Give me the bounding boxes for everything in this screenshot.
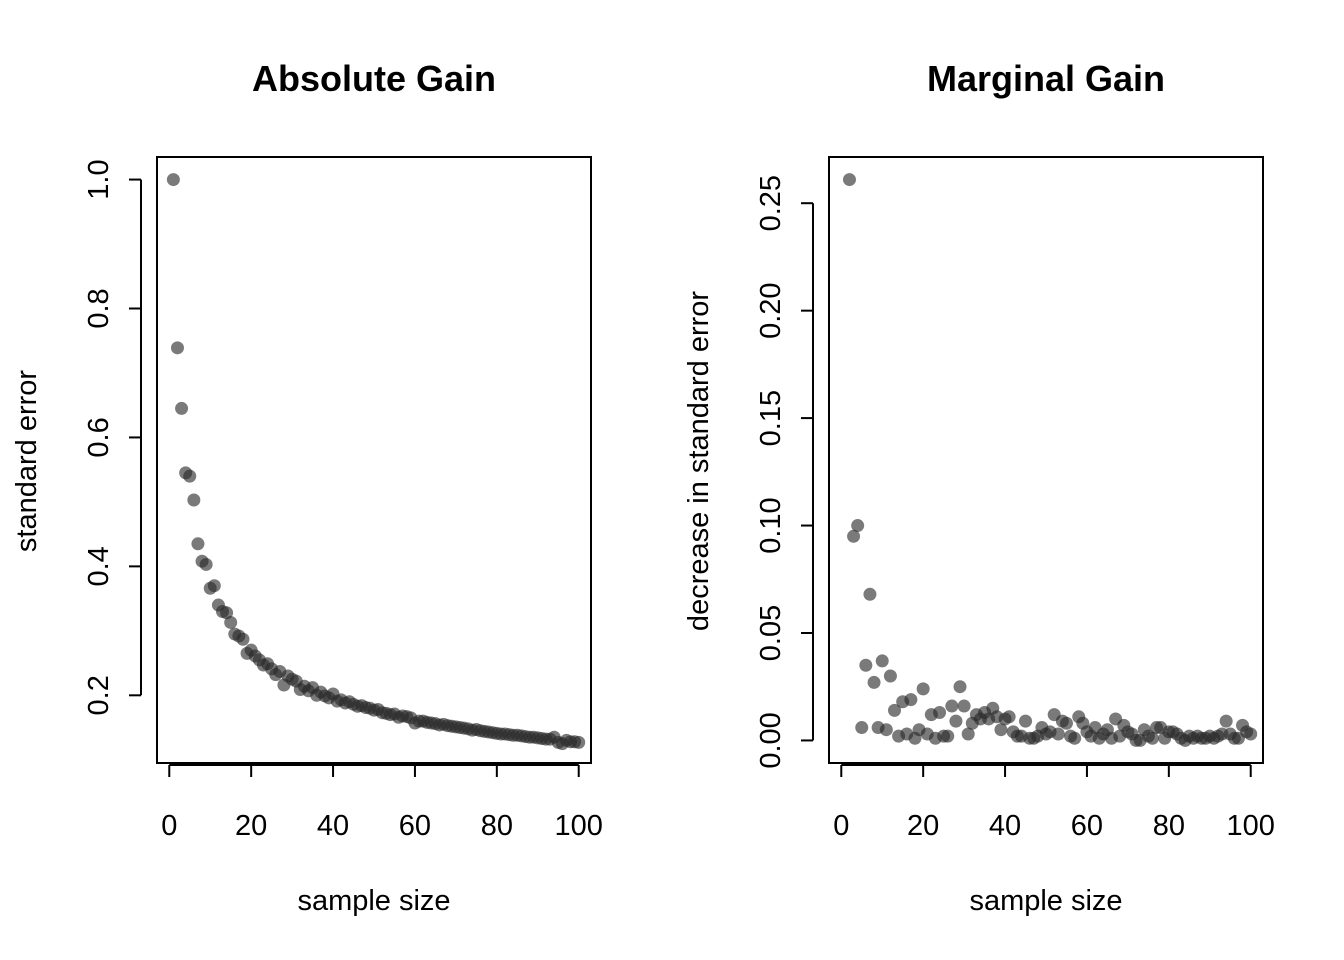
data-point	[879, 723, 893, 737]
y-tick-label: 1.0	[83, 159, 115, 199]
y-axis-label: standard error	[11, 370, 43, 552]
x-tick-label: 0	[833, 810, 849, 842]
x-tick-label: 60	[1071, 810, 1103, 842]
plot-frame	[156, 156, 592, 764]
x-axis: 0 20 40 60 80 100	[833, 764, 1275, 842]
data-point	[883, 669, 897, 683]
data-point	[859, 658, 873, 672]
x-tick-label: 20	[235, 810, 267, 842]
data-point	[187, 493, 201, 507]
x-tick-label: 80	[481, 810, 513, 842]
chart-title: Absolute Gain	[252, 58, 496, 99]
x-tick-label: 80	[1153, 810, 1185, 842]
data-point	[961, 727, 975, 741]
x-tick-label: 40	[989, 810, 1021, 842]
y-axis-label: decrease in standard error	[683, 291, 715, 631]
data-point	[572, 735, 586, 749]
y-tick-label: 0.20	[755, 282, 787, 338]
data-point	[166, 173, 180, 187]
data-point	[904, 693, 918, 707]
y-tick-label: 0.00	[755, 712, 787, 768]
data-point	[867, 675, 881, 689]
data-point	[1059, 716, 1073, 730]
data-point	[199, 557, 213, 571]
data-point	[957, 699, 971, 713]
data-point	[1019, 714, 1033, 728]
panel-marginal-gain: Marginal Gain decrease in standard error…	[683, 58, 1275, 917]
data-point	[941, 729, 955, 743]
x-tick-label: 60	[399, 810, 431, 842]
x-axis-label: sample size	[297, 885, 450, 917]
y-axis: 0.00 0.05 0.10 0.15 0.20 0.25	[755, 175, 814, 769]
y-tick-label: 0.6	[83, 417, 115, 457]
data-point	[863, 587, 877, 601]
y-tick-label: 0.10	[755, 497, 787, 553]
data-point	[916, 682, 930, 696]
panel-absolute-gain: Absolute Gain standard error sample size…	[11, 58, 603, 917]
data-point	[191, 537, 205, 551]
data-point	[224, 615, 238, 629]
y-tick-label: 0.05	[755, 605, 787, 661]
data-points	[166, 173, 586, 751]
data-point	[1051, 727, 1065, 741]
data-point	[1002, 710, 1016, 724]
data-point	[847, 529, 861, 543]
data-point	[842, 173, 856, 187]
x-tick-label: 40	[317, 810, 349, 842]
y-tick-label: 0.15	[755, 390, 787, 446]
data-point	[170, 341, 184, 355]
x-tick-label: 0	[161, 810, 177, 842]
data-point	[875, 654, 889, 668]
data-point	[1219, 714, 1233, 728]
data-point	[949, 714, 963, 728]
x-tick-label: 100	[555, 810, 603, 842]
data-point	[207, 579, 221, 593]
data-point	[855, 721, 869, 735]
y-tick-label: 0.2	[83, 675, 115, 715]
data-point	[945, 699, 959, 713]
data-point	[1244, 727, 1258, 741]
data-point	[888, 703, 902, 717]
data-point	[994, 723, 1008, 737]
data-point	[933, 706, 947, 719]
data-point	[175, 401, 189, 415]
data-point	[183, 469, 197, 483]
data-points	[842, 173, 1258, 747]
y-tick-label: 0.4	[83, 546, 115, 586]
data-point	[236, 632, 250, 646]
data-point	[1145, 731, 1159, 745]
chart-title: Marginal Gain	[927, 58, 1165, 99]
x-tick-label: 100	[1227, 810, 1275, 842]
plot-frame	[828, 156, 1264, 764]
data-point	[953, 680, 967, 694]
y-axis: 0.2 0.4 0.6 0.8 1.0	[83, 159, 142, 715]
data-point	[1068, 731, 1082, 745]
x-tick-label: 20	[907, 810, 939, 842]
data-point	[851, 519, 865, 533]
x-axis: 0 20 40 60 80 100	[161, 764, 603, 842]
x-axis-label: sample size	[969, 885, 1122, 917]
y-tick-label: 0.25	[755, 175, 787, 231]
y-tick-label: 0.8	[83, 288, 115, 328]
